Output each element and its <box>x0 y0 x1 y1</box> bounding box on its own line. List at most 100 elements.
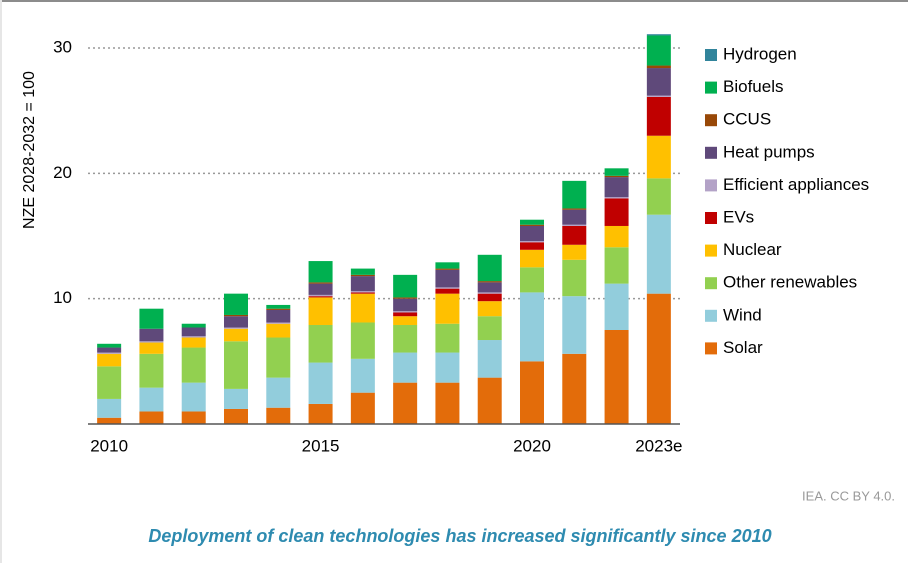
bar-segment <box>350 274 375 277</box>
bar-segment <box>520 225 544 242</box>
legend-label: Hydrogen <box>723 44 797 63</box>
bar-segment <box>308 297 333 325</box>
bar-segment <box>393 382 418 424</box>
legend-swatch <box>705 146 717 159</box>
bar-segment <box>562 296 587 354</box>
bar-segment <box>224 388 248 409</box>
bar-segment <box>477 293 502 302</box>
bar-segment <box>97 417 122 424</box>
bar-segment <box>224 293 248 315</box>
bar-segment <box>562 353 587 424</box>
legend-swatch <box>705 114 717 127</box>
bar-segment <box>350 293 375 323</box>
bar-segment <box>393 316 418 325</box>
bar-segment <box>604 197 629 199</box>
bar-segment <box>646 68 671 96</box>
legend-swatch <box>705 212 717 224</box>
bar-segment <box>520 249 544 268</box>
legend-label: CCUS <box>723 110 771 129</box>
x-tick-label: 2010 <box>90 436 128 455</box>
bar-segment <box>604 225 629 248</box>
bar-segment <box>224 316 248 328</box>
bar-segment <box>435 268 460 270</box>
bar-segment <box>308 261 333 283</box>
bar-segment <box>435 269 460 288</box>
bar-segment <box>604 330 629 424</box>
bar-segment <box>139 353 164 388</box>
bar-segment <box>97 347 122 353</box>
legend-swatch <box>705 277 717 290</box>
bar-segment <box>266 377 291 408</box>
legend-label: Efficient appliances <box>723 175 869 194</box>
legend-swatch <box>705 244 717 257</box>
bar-segment <box>604 283 629 330</box>
legend-label: EVs <box>723 207 754 226</box>
bar-segment <box>97 353 122 367</box>
bar-segment <box>139 342 164 354</box>
bar-segment <box>604 177 629 198</box>
bar-segment <box>350 268 375 275</box>
bar-segment <box>181 327 206 337</box>
bar-segment <box>350 392 375 424</box>
bar-segment <box>97 398 122 418</box>
legend-label: Solar <box>723 338 763 357</box>
legend-swatch <box>705 49 717 61</box>
bar-segment <box>435 288 460 294</box>
bar-segment <box>266 308 291 310</box>
legend-swatch <box>705 81 717 94</box>
bar-segment <box>350 291 375 293</box>
bar-segment <box>139 341 164 343</box>
bar-segment <box>308 296 333 298</box>
x-tick-label: 2015 <box>302 436 340 455</box>
bar-segment <box>266 309 291 323</box>
bar-segment <box>477 377 502 424</box>
bar-segment <box>562 224 587 226</box>
bar-segment <box>350 358 375 393</box>
bar-segment <box>224 341 248 389</box>
bar-segment <box>435 382 460 424</box>
y-axis-label: NZE 2028-2032 = 100 <box>21 71 38 229</box>
bar-segment <box>604 247 629 284</box>
bar-segment <box>477 281 502 283</box>
bar-segment <box>393 274 418 298</box>
bar-segment <box>435 323 460 353</box>
bar-segment <box>308 324 333 363</box>
bar-segment <box>393 324 418 353</box>
bar-segment <box>646 96 671 136</box>
source: IEA. CC BY 4.0. <box>802 488 895 503</box>
bar-segment <box>477 301 502 317</box>
bar-segment <box>477 316 502 341</box>
bar-segment <box>562 225 587 245</box>
bar-segment <box>477 340 502 378</box>
bar-segment <box>266 323 291 338</box>
bar-segment <box>97 366 122 399</box>
y-tick-label: 30 <box>53 37 72 56</box>
bar-segment <box>604 198 629 226</box>
bar-segment <box>604 168 629 176</box>
bar-segment <box>646 178 671 215</box>
bar-segment <box>520 224 544 226</box>
bar-segment <box>393 297 418 299</box>
legend-swatch <box>705 342 717 355</box>
bar-segment <box>308 282 333 284</box>
legend-label: Biofuels <box>723 77 783 96</box>
bar-segment <box>308 294 333 297</box>
bar-segment <box>350 322 375 359</box>
bar-segment <box>393 312 418 317</box>
bar-segment <box>224 408 248 424</box>
bar-segment <box>477 282 502 293</box>
bar-segment <box>520 241 544 243</box>
bar-segment <box>520 361 544 424</box>
bar-segment <box>97 352 122 354</box>
bar-segment <box>181 411 206 424</box>
bar-segment <box>435 287 460 289</box>
bar-segment <box>308 283 333 295</box>
bar-segment <box>350 276 375 292</box>
bar-segment <box>181 347 206 383</box>
bar-segment <box>266 337 291 378</box>
bar-segment <box>393 352 418 383</box>
y-tick-label: 10 <box>53 288 72 307</box>
bar-segment <box>477 292 502 294</box>
bar-segment <box>181 323 206 328</box>
bar-segment <box>646 135 671 179</box>
